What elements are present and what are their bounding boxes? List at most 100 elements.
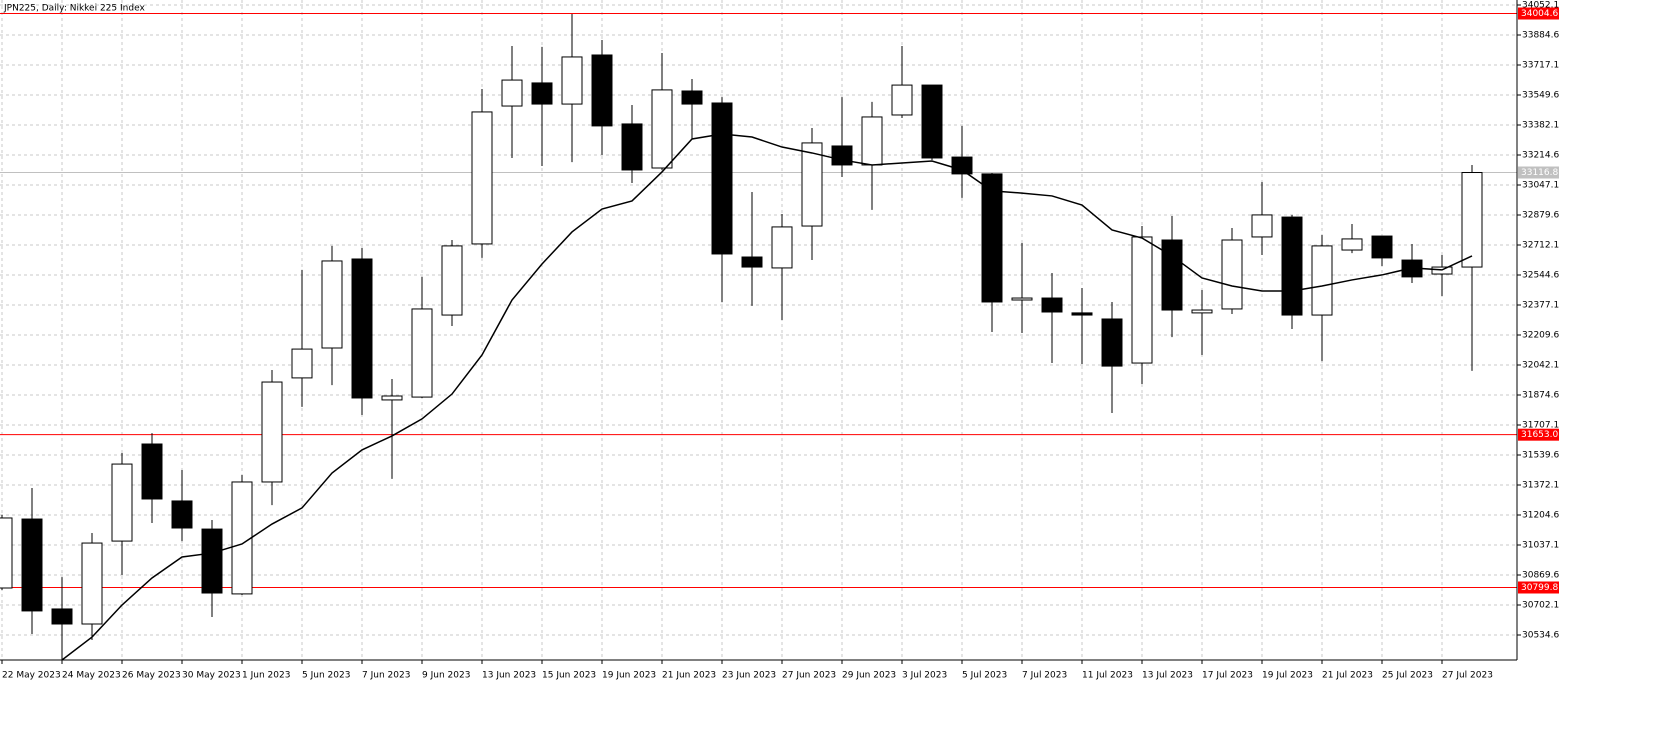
candle-body	[0, 517, 13, 589]
x-tick-label: 26 May 2023	[122, 671, 181, 681]
candle-body	[501, 79, 523, 107]
candle-body	[381, 395, 403, 401]
x-tick-label: 21 Jul 2023	[1322, 671, 1373, 681]
x-tick-label: 9 Jun 2023	[422, 671, 470, 681]
x-tick-label: 29 Jun 2023	[842, 671, 896, 681]
candle-body	[1371, 235, 1393, 259]
y-tick-label: 31707.1	[1522, 420, 1559, 430]
axes: 34052.1 33884.6 33717.1 33549.6 33382.1 33214…	[1, 0, 1559, 681]
candle-body	[1281, 216, 1303, 316]
candle-body	[951, 156, 973, 175]
candle-body	[291, 348, 313, 379]
candle-body	[411, 308, 433, 398]
x-tick-label: 27 Jul 2023	[1442, 671, 1493, 681]
y-tick-label: 32712.1	[1522, 240, 1559, 250]
x-tick-label: 21 Jun 2023	[662, 671, 716, 681]
candle-body	[741, 256, 763, 268]
level-label: 34004.6	[1521, 9, 1558, 19]
x-tick-label: 5 Jun 2023	[302, 671, 350, 681]
moving-average	[61, 133, 1473, 660]
candle-body	[711, 102, 733, 255]
candle-body	[201, 528, 223, 594]
x-tick-label: 27 Jun 2023	[782, 671, 836, 681]
x-tick-label: 11 Jul 2023	[1082, 671, 1133, 681]
candle-body	[981, 173, 1003, 303]
y-tick-label: 33717.1	[1522, 60, 1559, 70]
candle-body	[831, 145, 853, 166]
level-label: 31653.0	[1521, 430, 1558, 440]
x-tick-label: 19 Jun 2023	[602, 671, 656, 681]
x-tick-label: 23 Jun 2023	[722, 671, 776, 681]
y-tick-label: 30702.1	[1522, 600, 1559, 610]
candle-body	[621, 123, 643, 171]
y-tick-label: 34052.1	[1522, 0, 1559, 10]
y-tick-label: 32544.6	[1522, 270, 1559, 280]
x-tick-label: 19 Jul 2023	[1262, 671, 1313, 681]
chart-title: JPN225, Daily: Nikkei 225 Index	[3, 4, 145, 14]
candle-body	[1341, 238, 1363, 251]
candle-body	[51, 608, 73, 625]
candle-body	[591, 54, 613, 127]
candle-body	[141, 443, 163, 500]
y-tick-label: 33549.6	[1522, 90, 1559, 100]
candle-body	[171, 500, 193, 529]
x-tick-label: 7 Jul 2023	[1022, 671, 1067, 681]
last-price-box	[1518, 166, 1559, 179]
last-price-label: 33116.8	[1521, 168, 1558, 178]
x-tick-label: 13 Jun 2023	[482, 671, 536, 681]
level-label: 30799.8	[1521, 583, 1558, 593]
x-tick-label: 5 Jul 2023	[962, 671, 1007, 681]
x-tick-label: 3 Jul 2023	[902, 671, 947, 681]
x-tick-label: 22 May 2023	[2, 671, 61, 681]
y-tick-label: 31204.6	[1522, 510, 1559, 520]
candle-body	[561, 56, 583, 105]
x-tick-label: 25 Jul 2023	[1382, 671, 1433, 681]
x-tick-label: 7 Jun 2023	[362, 671, 410, 681]
candle-body	[351, 258, 373, 399]
candle-body	[471, 111, 493, 245]
level-label-box	[1518, 581, 1559, 594]
y-tick-label: 33214.6	[1522, 150, 1559, 160]
candle-body	[861, 116, 883, 166]
candle-body	[1071, 312, 1093, 316]
candle-body	[441, 245, 463, 316]
y-tick-label: 31372.1	[1522, 480, 1559, 490]
y-tick-label: 30869.6	[1522, 570, 1559, 580]
candle-body	[1011, 297, 1033, 301]
y-tick-label: 32879.6	[1522, 210, 1559, 220]
candle-body	[1461, 172, 1483, 268]
candle-body	[771, 226, 793, 269]
candle-body	[1221, 239, 1243, 310]
y-tick-label: 31539.6	[1522, 450, 1559, 460]
candle-body	[21, 518, 43, 612]
plot-area	[0, 13, 1517, 660]
candle-body	[1101, 318, 1123, 367]
candle-body	[111, 463, 133, 542]
candle-body	[531, 82, 553, 105]
y-tick-label: 30534.6	[1522, 630, 1559, 640]
candle-body	[231, 481, 253, 595]
candle-body	[261, 381, 283, 483]
y-tick-label: 32377.1	[1522, 300, 1559, 310]
y-tick-label: 32042.1	[1522, 360, 1559, 370]
candle-body	[81, 542, 103, 625]
y-tick-label: 33047.1	[1522, 180, 1559, 190]
candle-body	[651, 89, 673, 169]
candle-body	[321, 260, 343, 349]
candle-body	[921, 84, 943, 159]
x-tick-label: 13 Jul 2023	[1142, 671, 1193, 681]
y-tick-label: 33382.1	[1522, 120, 1559, 130]
y-tick-label: 33884.6	[1522, 30, 1559, 40]
y-tick-label: 31874.6	[1522, 390, 1559, 400]
level-label-box	[1518, 428, 1559, 441]
candle-body	[891, 84, 913, 116]
candle-body	[1191, 309, 1213, 314]
candle-body	[801, 142, 823, 227]
x-tick-label: 30 May 2023	[182, 671, 241, 681]
x-tick-label: 1 Jun 2023	[242, 671, 290, 681]
candle-body	[681, 90, 703, 105]
x-tick-label: 17 Jul 2023	[1202, 671, 1253, 681]
candle-body	[1041, 297, 1063, 313]
x-tick-label: 15 Jun 2023	[542, 671, 596, 681]
